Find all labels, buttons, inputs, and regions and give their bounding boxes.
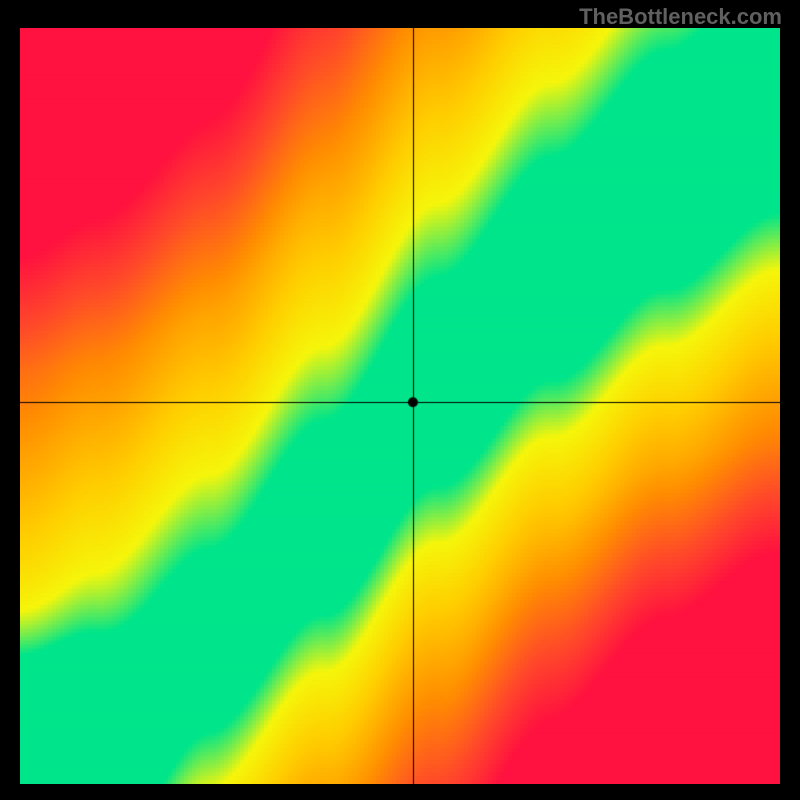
bottleneck-heatmap (20, 28, 780, 784)
watermark-text: TheBottleneck.com (579, 4, 782, 30)
chart-container: TheBottleneck.com (0, 0, 800, 800)
